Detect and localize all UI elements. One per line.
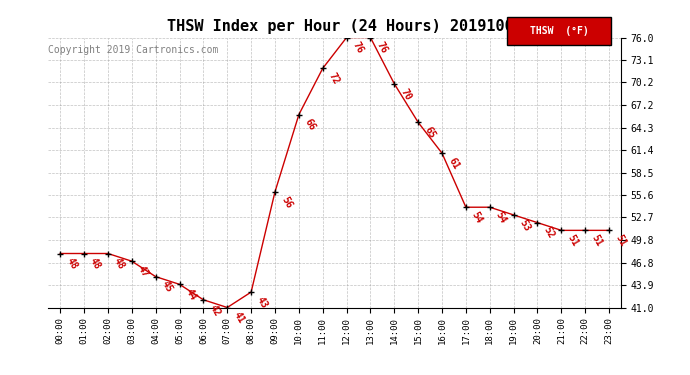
Text: 54: 54 (494, 210, 509, 225)
Text: 44: 44 (184, 287, 198, 302)
Text: 41: 41 (231, 310, 246, 326)
Text: 76: 76 (375, 40, 389, 56)
Text: 51: 51 (589, 233, 604, 248)
Text: 48: 48 (88, 256, 103, 272)
Text: 65: 65 (422, 125, 437, 140)
Text: 52: 52 (542, 225, 556, 241)
Text: 61: 61 (446, 156, 461, 171)
Text: 48: 48 (112, 256, 127, 272)
Text: 56: 56 (279, 195, 294, 210)
Text: 43: 43 (255, 295, 270, 310)
Text: 53: 53 (518, 218, 532, 233)
Text: 51: 51 (613, 233, 628, 248)
Text: THSW  (°F): THSW (°F) (529, 26, 589, 36)
Text: 48: 48 (64, 256, 79, 272)
Text: 70: 70 (398, 87, 413, 102)
Text: 76: 76 (351, 40, 365, 56)
Text: 54: 54 (470, 210, 484, 225)
Text: 47: 47 (136, 264, 150, 279)
Text: 51: 51 (566, 233, 580, 248)
Text: 45: 45 (160, 279, 175, 295)
Text: THSW Index per Hour (24 Hours) 20191008: THSW Index per Hour (24 Hours) 20191008 (167, 19, 523, 34)
Text: 66: 66 (303, 117, 317, 133)
Text: Copyright 2019 Cartronics.com: Copyright 2019 Cartronics.com (48, 45, 219, 55)
Text: 42: 42 (208, 303, 222, 318)
Text: 72: 72 (327, 71, 342, 86)
